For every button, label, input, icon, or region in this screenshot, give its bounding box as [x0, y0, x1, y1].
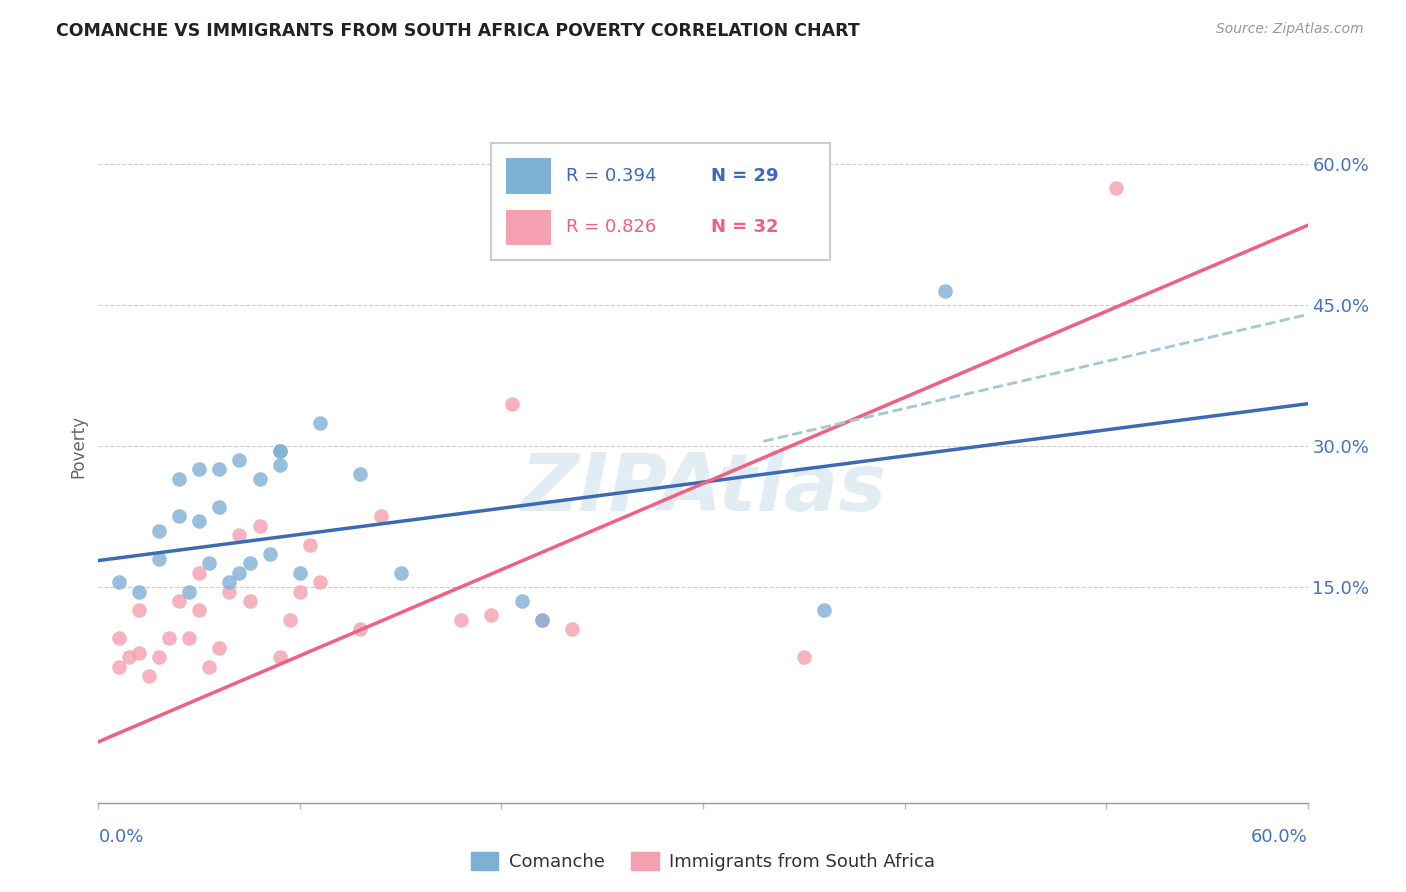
- Point: [228, 566, 250, 580]
- Point: [107, 575, 129, 590]
- Point: [1105, 181, 1128, 195]
- Text: Source: ZipAtlas.com: Source: ZipAtlas.com: [1216, 22, 1364, 37]
- Point: [501, 397, 523, 411]
- Point: [249, 518, 271, 533]
- Point: [239, 594, 262, 608]
- Point: [167, 509, 190, 524]
- Text: ZIPAtlas: ZIPAtlas: [520, 450, 886, 528]
- Point: [128, 584, 150, 599]
- Point: [188, 462, 211, 476]
- Legend: Comanche, Immigrants from South Africa: Comanche, Immigrants from South Africa: [464, 846, 942, 879]
- Point: [118, 650, 141, 665]
- Point: [278, 613, 301, 627]
- Point: [228, 453, 250, 467]
- Point: [198, 557, 221, 571]
- Point: [309, 575, 332, 590]
- Point: [218, 575, 240, 590]
- Text: COMANCHE VS IMMIGRANTS FROM SOUTH AFRICA POVERTY CORRELATION CHART: COMANCHE VS IMMIGRANTS FROM SOUTH AFRICA…: [56, 22, 860, 40]
- Point: [157, 632, 180, 646]
- Point: [138, 669, 160, 683]
- Point: [107, 632, 129, 646]
- Point: [481, 607, 503, 622]
- Point: [934, 284, 956, 298]
- Point: [148, 524, 170, 538]
- Point: [208, 640, 231, 655]
- Point: [208, 500, 231, 514]
- Point: [259, 547, 281, 561]
- Point: [813, 603, 835, 617]
- Point: [269, 443, 291, 458]
- Point: [167, 594, 190, 608]
- Point: [198, 659, 221, 673]
- Y-axis label: Poverty: Poverty: [69, 415, 87, 477]
- Point: [208, 462, 231, 476]
- Point: [249, 472, 271, 486]
- Point: [309, 416, 332, 430]
- Point: [793, 650, 815, 665]
- Point: [107, 659, 129, 673]
- Point: [188, 603, 211, 617]
- Point: [370, 509, 392, 524]
- Point: [288, 584, 311, 599]
- Point: [179, 584, 201, 599]
- Point: [510, 594, 533, 608]
- Point: [188, 566, 211, 580]
- Point: [128, 646, 150, 660]
- Point: [530, 613, 553, 627]
- Point: [148, 650, 170, 665]
- Point: [450, 613, 472, 627]
- Point: [218, 584, 240, 599]
- Point: [228, 528, 250, 542]
- Point: [239, 557, 262, 571]
- Point: [349, 467, 371, 482]
- Point: [269, 650, 291, 665]
- Point: [288, 566, 311, 580]
- Point: [179, 632, 201, 646]
- Point: [148, 551, 170, 566]
- Point: [530, 613, 553, 627]
- Point: [167, 472, 190, 486]
- Point: [389, 566, 412, 580]
- Point: [188, 514, 211, 528]
- Point: [561, 622, 583, 636]
- Point: [299, 538, 322, 552]
- Text: 60.0%: 60.0%: [1251, 828, 1308, 846]
- Text: 0.0%: 0.0%: [98, 828, 143, 846]
- Point: [269, 443, 291, 458]
- Point: [269, 458, 291, 472]
- Point: [349, 622, 371, 636]
- Point: [128, 603, 150, 617]
